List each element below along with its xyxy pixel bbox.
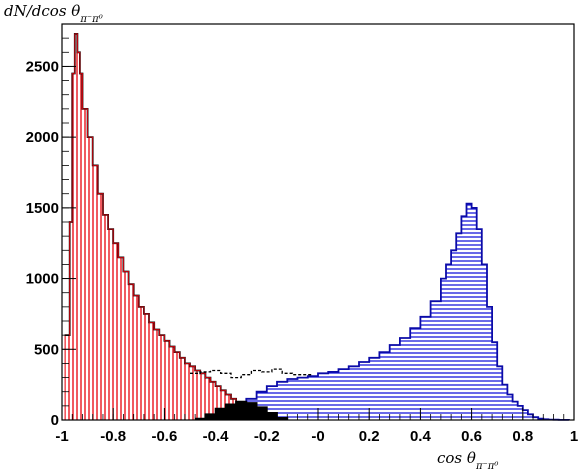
series-red-vertical-hatch: [64, 33, 268, 421]
series-area-0: [64, 33, 267, 421]
y-tick-label: 2000: [26, 129, 59, 146]
series-line-red-0: [64, 33, 268, 420]
y-tick-label: 0: [51, 412, 59, 429]
x-tick-label: 0.8: [512, 428, 533, 445]
x-tick-label: -0.4: [203, 428, 230, 445]
x-axis-title: cos θπ⁻π⁰: [437, 449, 498, 472]
series-area-1: [236, 203, 569, 420]
x-tick-label: -0.6: [151, 428, 177, 445]
axis-ticks: -1 -0.8 -0.6 -0.4 -0.2 -0 0.2 0.4 0.6 0.8 1 0 500 100…: [26, 23, 578, 445]
x-tick-label: 0.6: [461, 428, 482, 445]
y-tick-label: 1000: [26, 271, 59, 288]
chart-marks: [64, 33, 570, 421]
y-axis-title: dN/dcos θπ⁻π⁰: [4, 2, 103, 25]
y-tick-label: 2500: [26, 58, 59, 75]
x-tick-label: 0.4: [410, 428, 432, 445]
y-tick-label: 1500: [26, 200, 59, 217]
series-line-1: [236, 202, 570, 421]
x-tick-label: -0: [311, 428, 324, 445]
series-line-3: [190, 368, 313, 379]
x-tick-label: -0.2: [254, 428, 280, 445]
series-blue-horizontal-hatch: [236, 202, 570, 421]
y-tick-label: 500: [34, 341, 59, 358]
series-dashed-total: [190, 368, 313, 379]
x-tick-label: 1: [570, 428, 578, 445]
x-tick-label: -0.8: [100, 428, 126, 445]
series-area-2: [195, 401, 288, 420]
x-tick-label: 0.2: [359, 428, 380, 445]
x-tick-label: -1: [55, 428, 68, 445]
